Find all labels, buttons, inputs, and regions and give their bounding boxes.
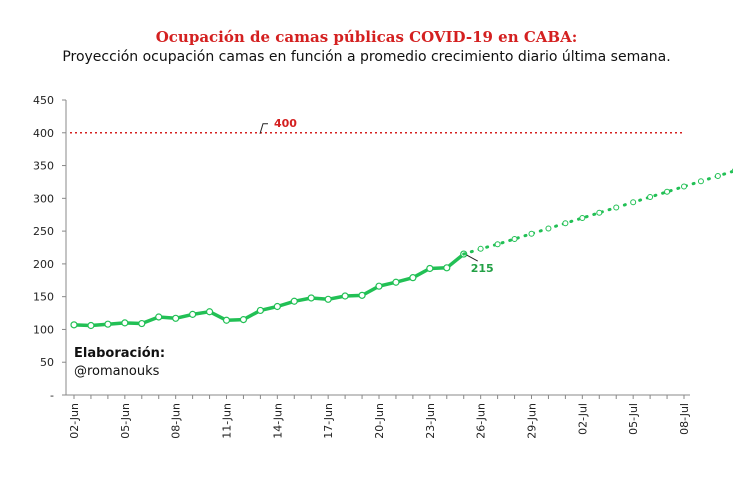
data-point-actual xyxy=(273,302,281,311)
data-point-actual xyxy=(409,274,417,282)
x-tick-label: 14-Jun xyxy=(271,403,284,439)
y-tick-label: 300 xyxy=(33,192,54,205)
x-tick-label: 08-Jul xyxy=(678,403,691,435)
data-point-actual xyxy=(104,320,112,328)
data-point-actual xyxy=(341,292,349,300)
x-tick-label: 08-Jun xyxy=(170,403,183,439)
data-point-actual xyxy=(189,310,197,318)
series-projection-line xyxy=(462,169,733,256)
data-point-projection xyxy=(647,194,654,201)
data-point-projection xyxy=(630,199,637,206)
x-tick-label: 05-Jun xyxy=(119,403,132,439)
data-point-actual xyxy=(375,282,383,290)
data-point-projection xyxy=(579,215,586,221)
data-point-actual xyxy=(239,316,248,324)
data-point-projection xyxy=(681,183,687,190)
y-tick-label: 350 xyxy=(33,160,54,173)
x-tick-label: 02-Jul xyxy=(576,403,589,435)
series-actual-line xyxy=(73,252,465,328)
data-point-actual xyxy=(290,297,298,305)
y-tick-label: 50 xyxy=(40,356,54,369)
data-point-actual xyxy=(87,321,95,330)
data-point-actual xyxy=(358,291,366,299)
x-tick-label: 20-Jun xyxy=(373,403,386,439)
data-point-projection xyxy=(596,209,603,216)
x-tick-label: 17-Jun xyxy=(322,403,335,439)
x-tick-label: 11-Jun xyxy=(221,403,234,439)
data-point-projection xyxy=(494,241,501,248)
y-tick-label: 100 xyxy=(33,323,54,336)
data-point-actual xyxy=(443,264,451,272)
data-point-projection xyxy=(545,225,552,232)
x-tick-label: 29-Jun xyxy=(526,403,539,439)
data-point-actual xyxy=(205,308,214,316)
data-point-projection xyxy=(562,220,569,227)
x-tick-label: 05-Jul xyxy=(627,403,640,435)
data-point-actual xyxy=(324,295,332,303)
data-point-projection xyxy=(697,178,704,185)
reference-label: 400 xyxy=(274,117,297,130)
data-point-actual xyxy=(70,321,78,329)
data-point-actual xyxy=(138,319,146,328)
data-point-projection xyxy=(477,245,484,252)
data-point-actual xyxy=(222,316,231,324)
annotation-label: 215 xyxy=(471,262,494,275)
y-tick-label: 150 xyxy=(33,291,54,304)
data-point-actual xyxy=(121,319,129,327)
x-tick-label: 02-Jun xyxy=(68,403,81,439)
reference-leader xyxy=(259,123,268,134)
data-point-projection xyxy=(613,204,620,211)
data-point-actual xyxy=(155,313,163,321)
chart-title: Ocupación de camas públicas COVID-19 en … xyxy=(155,28,578,46)
y-tick-label: 200 xyxy=(33,258,54,271)
data-point-projection xyxy=(664,188,671,195)
data-point-actual xyxy=(307,294,315,302)
annotation-leader xyxy=(466,254,478,262)
data-point-projection xyxy=(714,173,721,180)
data-point-projection xyxy=(528,230,535,237)
y-tick-label: 400 xyxy=(33,127,54,140)
x-tick-label: 26-Jun xyxy=(475,403,488,439)
y-tick-label: 250 xyxy=(33,225,54,238)
y-tick-label: - xyxy=(50,389,54,402)
credit-handle: @romanouks xyxy=(74,364,160,379)
credit-label: Elaboración: xyxy=(74,346,166,361)
data-point-actual xyxy=(172,314,180,322)
data-point-actual xyxy=(392,278,400,286)
chart-subtitle: Proyección ocupación camas en función a … xyxy=(62,49,671,65)
data-point-projection xyxy=(511,235,518,242)
y-tick-label: 450 xyxy=(33,94,54,107)
data-point-actual xyxy=(256,306,264,315)
data-point-actual xyxy=(426,264,434,273)
x-tick-label: 23-Jun xyxy=(424,403,437,439)
